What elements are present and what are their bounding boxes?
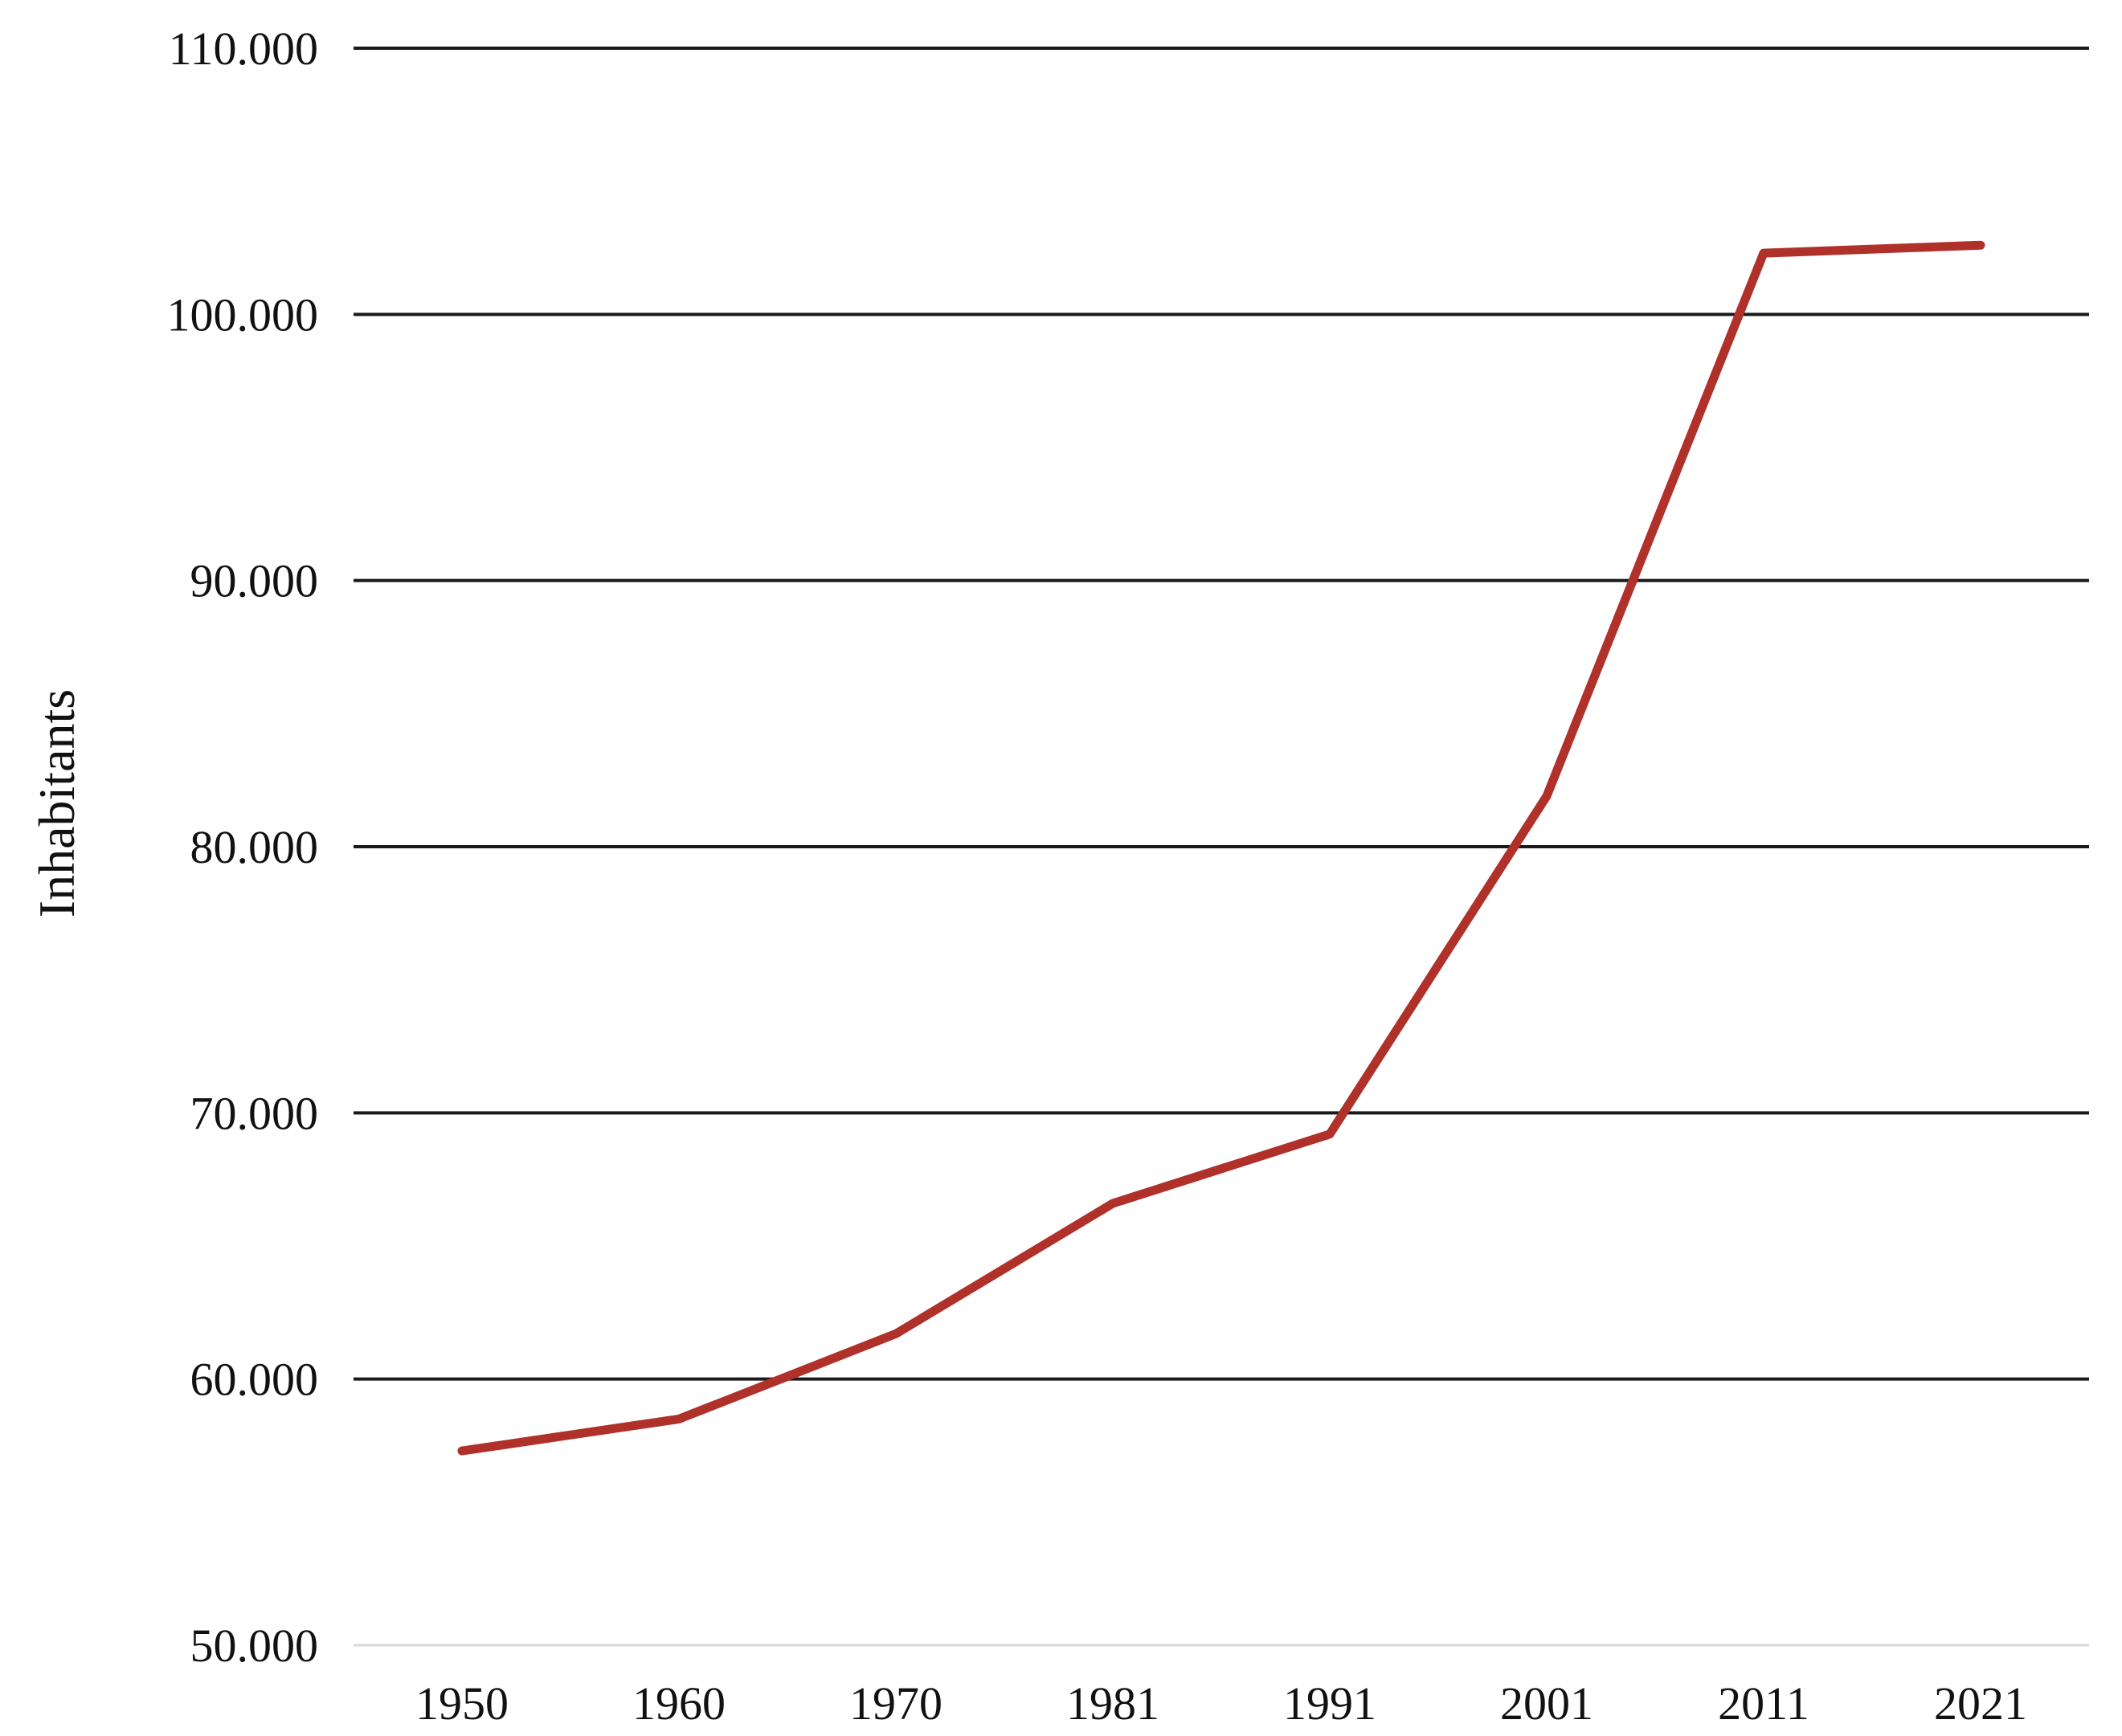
series-layer bbox=[457, 240, 1985, 1456]
x-tick-label: 1960 bbox=[632, 1677, 726, 1730]
grid-layer bbox=[354, 47, 2089, 1647]
y-tick-label: 50.000 bbox=[190, 1620, 319, 1672]
y-tick-label: 70.000 bbox=[190, 1087, 319, 1139]
y-tick-label: 80.000 bbox=[190, 821, 319, 873]
x-tick-label: 1991 bbox=[1283, 1677, 1376, 1730]
y-tick-label: 100.000 bbox=[167, 288, 319, 341]
x-tick-label: 2021 bbox=[1934, 1677, 2027, 1730]
y-tick-label: 60.000 bbox=[190, 1354, 319, 1406]
x-tick-label: 1950 bbox=[415, 1677, 509, 1730]
y-axis-title: Inhabitants bbox=[28, 689, 85, 917]
x-tick-label: 2011 bbox=[1718, 1677, 1809, 1730]
x-tick-label: 1970 bbox=[849, 1677, 942, 1730]
x-tick-label: 2001 bbox=[1500, 1677, 1593, 1730]
x-tick-label: 1981 bbox=[1066, 1677, 1159, 1730]
y-tick-labels: 50.000 60.000 70.000 80.000 90.000 100.000 110… bbox=[167, 22, 319, 1672]
y-tick-label: 110.000 bbox=[169, 22, 318, 75]
series-line bbox=[457, 240, 1985, 1456]
x-tick-labels: 1950 1960 1970 1981 1991 2001 2011 2021 bbox=[415, 1677, 2027, 1730]
y-tick-label: 90.000 bbox=[190, 555, 319, 607]
